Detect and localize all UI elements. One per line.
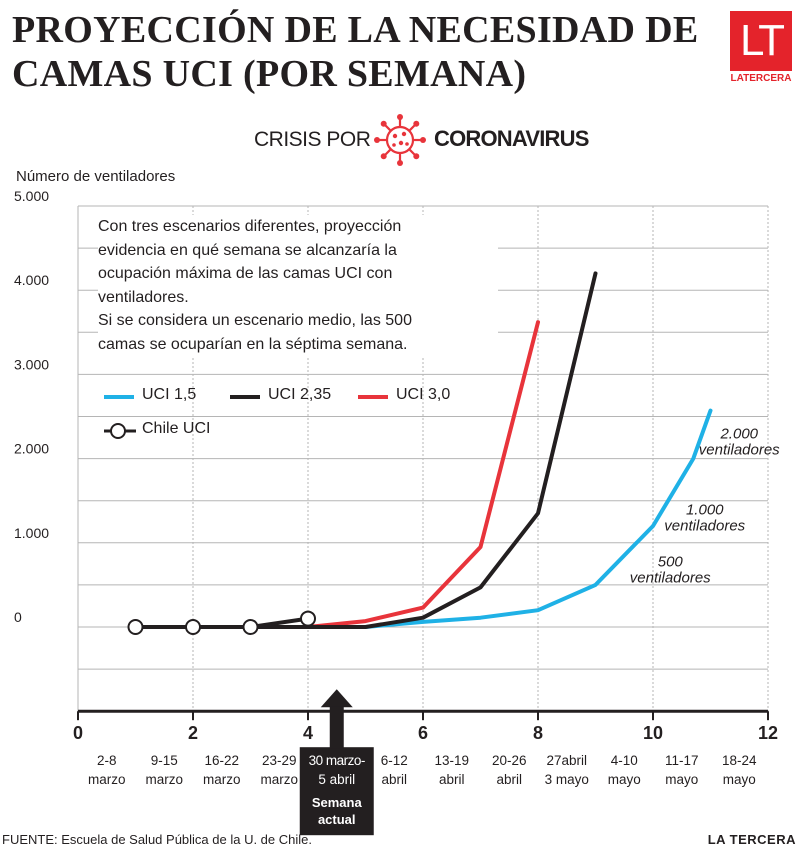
series-line-uci-3-0 — [133, 320, 540, 629]
source-note: FUENTE: Escuela de Salud Pública de la U… — [2, 832, 312, 847]
y-tick-label: 0 — [14, 609, 22, 625]
annotation-unit: ventiladores — [630, 570, 711, 587]
week-label: 27abril — [546, 753, 587, 768]
week-label: 20-26 — [492, 753, 527, 768]
annotation-unit: ventiladores — [699, 442, 780, 459]
x-tick-label: 10 — [643, 723, 663, 743]
current-week-arrow-icon — [320, 689, 353, 708]
x-tick-label: 4 — [303, 723, 313, 743]
annotation-line-1: Con tres escenarios diferentes, proyecci… — [98, 218, 402, 235]
week-label: marzo — [145, 772, 183, 787]
annotation-unit: ventiladores — [664, 517, 745, 534]
legend-label-uci-2-35: UCI 2,35 — [268, 386, 332, 403]
crisis-word: CORONAVIRUS — [434, 126, 589, 151]
week-label: abril — [496, 772, 522, 787]
week-label: marzo — [260, 772, 298, 787]
annotation-line-3: ocupación máxima de las camas UCI con — [98, 265, 393, 282]
legend-swatch-uci-3-0 — [358, 395, 388, 399]
annotation-line-6: camas se ocuparían en la séptima semana. — [98, 335, 408, 353]
y-axis-label: Número de ventiladores — [16, 168, 176, 185]
x-tick-label: 12 — [758, 723, 778, 743]
brand-credit: LA TERCERA — [707, 832, 796, 847]
annotation-line-5: Si se considera un escenario medio, las … — [98, 312, 412, 329]
legend-label-chile-uci: Chile UCI — [142, 420, 211, 437]
week-label: mayo — [665, 772, 698, 787]
legend-swatch-uci-2-35 — [230, 395, 260, 399]
current-week-box — [299, 747, 374, 836]
virus-icon — [374, 114, 426, 166]
x-tick-label: 0 — [73, 723, 83, 743]
week-label: 2-8 — [97, 753, 117, 768]
annotation-value: 1.000 — [686, 501, 724, 518]
x-tick-label: 2 — [188, 723, 198, 743]
title-line-2: CAMAS UCI (POR SEMANA) — [12, 53, 527, 95]
legend-label-uci-1-5: UCI 1,5 — [142, 386, 197, 403]
legend-swatch-chile-uci — [104, 423, 136, 439]
week-label: 6-12 — [381, 753, 408, 768]
week-label: abril — [439, 772, 465, 787]
chart-title: PROYECCIÓN DE LA NECESIDAD DE CAMAS UCI … — [12, 8, 702, 96]
y-tick-label: 3.000 — [14, 356, 49, 372]
week-label: 18-24 — [722, 753, 757, 768]
logo-text: LATERCERA — [730, 73, 792, 84]
title-line-1: PROYECCIÓN DE LA NECESIDAD DE — [12, 9, 699, 51]
y-tick-label: 1.000 — [14, 525, 49, 541]
chart-annotation: Con tres escenarios diferentes, proyecci… — [98, 215, 498, 356]
crisis-prefix: CRISIS POR — [254, 128, 371, 151]
annotation-value: 500 — [658, 554, 684, 571]
series-line-chile-uci — [133, 616, 310, 629]
week-label: mayo — [608, 772, 641, 787]
data-point-chile-uci — [242, 619, 259, 635]
x-tick-label: 6 — [418, 723, 428, 743]
y-tick-label: 4.000 — [14, 272, 49, 288]
legend-swatch-uci-1-5 — [104, 395, 134, 399]
week-label: 4-10 — [611, 753, 638, 768]
logo-letters: LT — [730, 11, 792, 71]
data-point-chile-uci — [127, 619, 144, 635]
y-tick-label: 2.000 — [14, 441, 49, 457]
week-label: 13-19 — [434, 753, 469, 768]
week-label: 3 mayo — [545, 772, 589, 787]
week-label: marzo — [88, 772, 126, 787]
y-tick-label: 5.000 — [14, 188, 49, 204]
week-label: mayo — [723, 772, 756, 787]
week-label: abril — [381, 772, 407, 787]
annotation-value: 2.000 — [719, 426, 758, 443]
week-label: 23-29 — [262, 753, 297, 768]
legend-label-uci-3-0: UCI 3,0 — [396, 386, 451, 403]
la-tercera-logo: LT LATERCERA — [730, 11, 792, 86]
annotation-line-4: ventiladores. — [98, 288, 189, 306]
current-week-label: actual — [318, 812, 356, 827]
data-point-chile-uci — [185, 619, 201, 635]
x-tick-label: 8 — [533, 723, 543, 743]
current-week-label: Semana — [312, 795, 363, 810]
week-label: 16-22 — [204, 753, 239, 768]
data-point-chile-uci — [300, 610, 316, 627]
annotation-line-2: evidencia en qué semana se alcanzaría la — [98, 241, 397, 259]
week-label: 30 marzo- — [309, 753, 365, 768]
current-week-arrow-stem — [329, 706, 344, 749]
week-label: 5 abril — [318, 772, 355, 787]
crisis-banner: CRISIS POR CORONAV — [254, 112, 614, 166]
week-label: 9-15 — [151, 753, 178, 768]
week-label: marzo — [203, 772, 241, 787]
week-label: 11-17 — [665, 753, 699, 768]
